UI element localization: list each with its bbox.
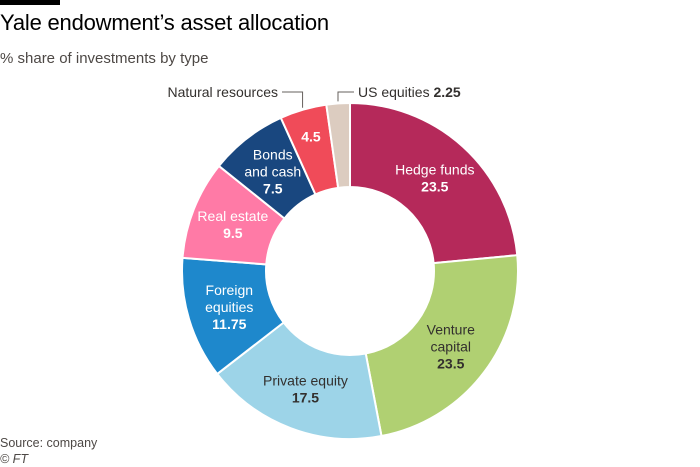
slice-value-hedge-funds: 23.5 (421, 178, 448, 194)
slice-label-hedge-funds: Hedge funds (395, 161, 474, 177)
chart-subtitle: % share of investments by type (0, 50, 209, 67)
slice-label-foreign-equities: equities (205, 299, 253, 315)
slice-label-private-equity: Private equity (263, 372, 348, 388)
credit-note: © FT (0, 452, 28, 466)
callout-line-natural-resources (282, 91, 304, 108)
slice-us-equities (325, 101, 351, 189)
source-note: Source: company (0, 436, 98, 450)
callout-label-natural-resources: Natural resources (168, 84, 279, 100)
slice-private-equity (215, 321, 383, 440)
slice-hedge-funds (349, 101, 519, 265)
slice-label-real-estate: Real estate (197, 208, 268, 224)
brand-bar (0, 0, 60, 5)
callout-line-us-equities (337, 91, 354, 102)
slice-label-venture-capital: capital (431, 339, 471, 355)
slice-value-natural-resources: 4.5 (301, 129, 321, 145)
slice-value-foreign-equities: 11.75 (212, 316, 246, 332)
slice-label-bonds-and-cash: and cash (244, 163, 301, 179)
slice-label-bonds-and-cash: Bonds (253, 146, 293, 162)
slice-value-bonds-and-cash: 7.5 (263, 180, 283, 196)
slice-label-foreign-equities: Foreign (206, 282, 253, 298)
slice-value-venture-capital: 23.5 (437, 356, 464, 372)
slice-venture-capital (364, 254, 519, 438)
slice-label-venture-capital: Venture (427, 322, 475, 338)
callout-label-us-equities: US equities 2.25 (358, 84, 461, 100)
chart-title: Yale endowment’s asset allocation (0, 10, 329, 35)
slice-value-real-estate: 9.5 (223, 225, 243, 241)
slice-value-private-equity: 17.5 (292, 389, 319, 405)
